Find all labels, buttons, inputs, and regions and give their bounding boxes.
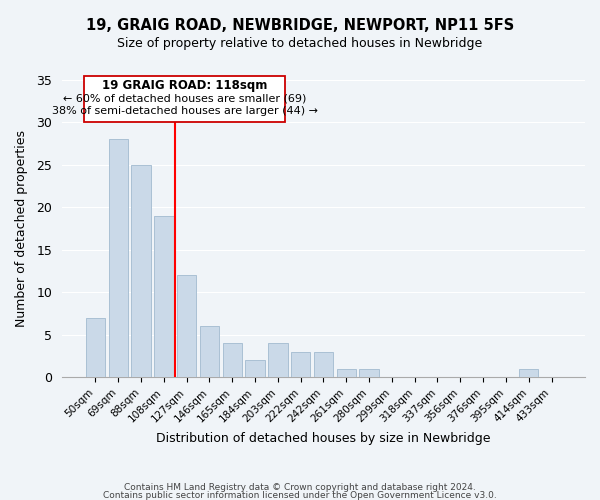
Bar xyxy=(131,165,151,377)
Bar xyxy=(154,216,173,377)
Y-axis label: Number of detached properties: Number of detached properties xyxy=(15,130,28,327)
Bar xyxy=(85,76,284,122)
Bar xyxy=(314,352,333,377)
Text: Contains HM Land Registry data © Crown copyright and database right 2024.: Contains HM Land Registry data © Crown c… xyxy=(124,483,476,492)
Text: Contains public sector information licensed under the Open Government Licence v3: Contains public sector information licen… xyxy=(103,490,497,500)
Bar xyxy=(245,360,265,377)
Bar xyxy=(268,343,287,377)
Bar xyxy=(109,140,128,377)
X-axis label: Distribution of detached houses by size in Newbridge: Distribution of detached houses by size … xyxy=(156,432,491,445)
Text: 38% of semi-detached houses are larger (44) →: 38% of semi-detached houses are larger (… xyxy=(52,106,317,117)
Text: 19 GRAIG ROAD: 118sqm: 19 GRAIG ROAD: 118sqm xyxy=(102,80,267,92)
Bar xyxy=(519,368,538,377)
Bar xyxy=(86,318,105,377)
Text: 19, GRAIG ROAD, NEWBRIDGE, NEWPORT, NP11 5FS: 19, GRAIG ROAD, NEWBRIDGE, NEWPORT, NP11… xyxy=(86,18,514,32)
Bar xyxy=(177,275,196,377)
Bar xyxy=(291,352,310,377)
Bar xyxy=(337,368,356,377)
Bar xyxy=(200,326,219,377)
Text: Size of property relative to detached houses in Newbridge: Size of property relative to detached ho… xyxy=(118,38,482,51)
Text: ← 60% of detached houses are smaller (69): ← 60% of detached houses are smaller (69… xyxy=(63,94,306,104)
Bar xyxy=(223,343,242,377)
Bar xyxy=(359,368,379,377)
